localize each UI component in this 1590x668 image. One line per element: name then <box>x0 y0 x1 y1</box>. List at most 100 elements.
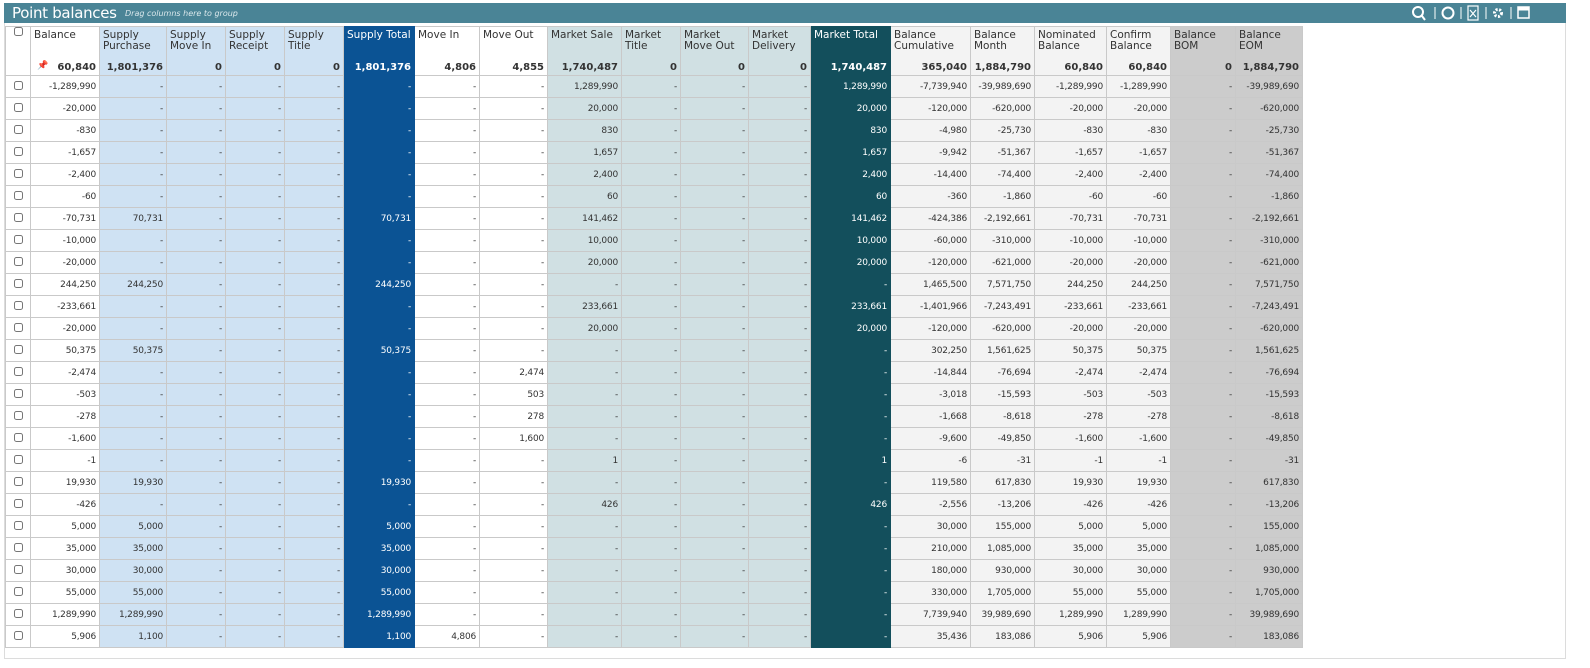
cell: -1,860 <box>1235 185 1303 208</box>
row-checkbox[interactable] <box>13 564 23 574</box>
cell: -620,000 <box>1235 97 1303 120</box>
select-all-checkbox[interactable] <box>13 27 23 36</box>
cell: -70,731 <box>1106 207 1171 230</box>
column-header[interactable]: Move Out 4,855 <box>479 26 548 76</box>
cell: - <box>479 273 548 296</box>
cell: 30,000 <box>1106 559 1171 582</box>
row-checkbox[interactable] <box>13 542 23 552</box>
column-header[interactable]: Market Total 1,740,487 <box>810 26 891 76</box>
column-header[interactable]: Balance Cumulative 365,040 <box>890 26 971 76</box>
column-header[interactable]: Nominated Balance 60,840 <box>1034 26 1107 76</box>
row-checkbox[interactable] <box>13 234 23 244</box>
column-header[interactable]: Confirm Balance 60,840 <box>1106 26 1171 76</box>
column-header[interactable]: Supply Move In 0 <box>166 26 226 76</box>
column-header[interactable]: Market Delivery 0 <box>748 26 811 76</box>
column-label: Market Title <box>625 29 662 52</box>
cell: 5,000 <box>1034 515 1107 538</box>
cell: - <box>225 119 285 142</box>
cell: -310,000 <box>970 229 1035 252</box>
row-checkbox[interactable] <box>13 432 23 442</box>
cell: - <box>225 185 285 208</box>
row-checkbox[interactable] <box>13 212 23 222</box>
column-header[interactable]: Balance 60,840 📌 <box>30 26 100 76</box>
cell: 35,000 <box>99 537 167 560</box>
cell: - <box>621 75 681 98</box>
cell: - <box>621 229 681 252</box>
row-checkbox[interactable] <box>13 278 23 288</box>
row-checkbox[interactable] <box>13 190 23 200</box>
row-checkbox[interactable] <box>13 608 23 618</box>
cell: - <box>166 75 226 98</box>
row-checkbox[interactable] <box>13 586 23 596</box>
cell: - <box>810 383 891 406</box>
row-checkbox[interactable] <box>13 146 23 156</box>
cell: - <box>414 185 480 208</box>
table-row: 35,000 35,000- - -35,000- - - - - - -210,000 1,085… <box>5 537 1303 560</box>
row-checkbox[interactable] <box>13 124 23 134</box>
row-checkbox[interactable] <box>13 498 23 508</box>
cell: - <box>1170 97 1236 120</box>
cell: -278 <box>1106 405 1171 428</box>
cell: - <box>621 493 681 516</box>
cell: 50,375 <box>99 339 167 362</box>
column-header[interactable]: Market Title 0 <box>621 26 681 76</box>
cell: -31 <box>1235 449 1303 472</box>
row-checkbox[interactable] <box>13 300 23 310</box>
row-checkbox[interactable] <box>13 80 23 90</box>
cell: - <box>680 383 749 406</box>
column-header[interactable]: Balance BOM 0 <box>1170 26 1236 76</box>
cell: - <box>166 405 226 428</box>
cell: -8,618 <box>970 405 1035 428</box>
column-header[interactable]: Supply Receipt 0 <box>225 26 285 76</box>
cell: - <box>99 163 167 186</box>
column-header[interactable]: Supply Purchase 1,801,376 <box>99 26 167 76</box>
cell: -8,618 <box>1235 405 1303 428</box>
row-checkbox[interactable] <box>13 454 23 464</box>
row-checkbox[interactable] <box>13 366 23 376</box>
cell: - <box>479 163 548 186</box>
cell: 119,580 <box>890 471 971 494</box>
cell: -10,000 <box>30 229 100 252</box>
cell: -20,000 <box>30 317 100 340</box>
cell: 60 <box>810 185 891 208</box>
row-checkbox[interactable] <box>13 344 23 354</box>
cell: - <box>748 185 811 208</box>
cell: 55,000 <box>343 581 415 604</box>
cell: 5,906 <box>30 625 100 648</box>
cell: 35,000 <box>30 537 100 560</box>
cell: - <box>547 603 622 626</box>
row-select-cell <box>5 493 31 516</box>
cell: - <box>166 493 226 516</box>
column-header[interactable]: Balance Month 1,884,790 <box>970 26 1035 76</box>
cell: - <box>225 515 285 538</box>
row-checkbox[interactable] <box>13 322 23 332</box>
row-select-cell <box>5 75 31 98</box>
cell: -1,600 <box>1106 427 1171 450</box>
row-checkbox[interactable] <box>13 102 23 112</box>
cell: -9,600 <box>890 427 971 450</box>
row-select-cell <box>5 405 31 428</box>
row-checkbox[interactable] <box>13 256 23 266</box>
cell: 20,000 <box>810 97 891 120</box>
row-checkbox[interactable] <box>13 476 23 486</box>
cell: - <box>343 141 415 164</box>
cell: - <box>414 361 480 384</box>
column-header[interactable]: Balance EOM 1,884,790 <box>1235 26 1303 76</box>
cell: 30,000 <box>99 559 167 582</box>
column-header[interactable]: Supply Title 0 <box>284 26 344 76</box>
column-header[interactable]: Market Move Out 0 <box>680 26 749 76</box>
row-checkbox[interactable] <box>13 410 23 420</box>
column-header[interactable]: Market Sale 1,740,487 <box>547 26 622 76</box>
cell: - <box>680 427 749 450</box>
row-checkbox[interactable] <box>13 168 23 178</box>
row-checkbox[interactable] <box>13 520 23 530</box>
column-header[interactable]: Move In 4,806 <box>414 26 480 76</box>
cell: -120,000 <box>890 317 971 340</box>
cell: - <box>621 383 681 406</box>
cell: - <box>479 185 548 208</box>
cell: 1,289,990 <box>1106 603 1171 626</box>
row-checkbox[interactable] <box>13 388 23 398</box>
row-checkbox[interactable] <box>13 630 23 640</box>
column-header[interactable]: Supply Total 1,801,376 <box>343 26 415 76</box>
cell: - <box>166 229 226 252</box>
